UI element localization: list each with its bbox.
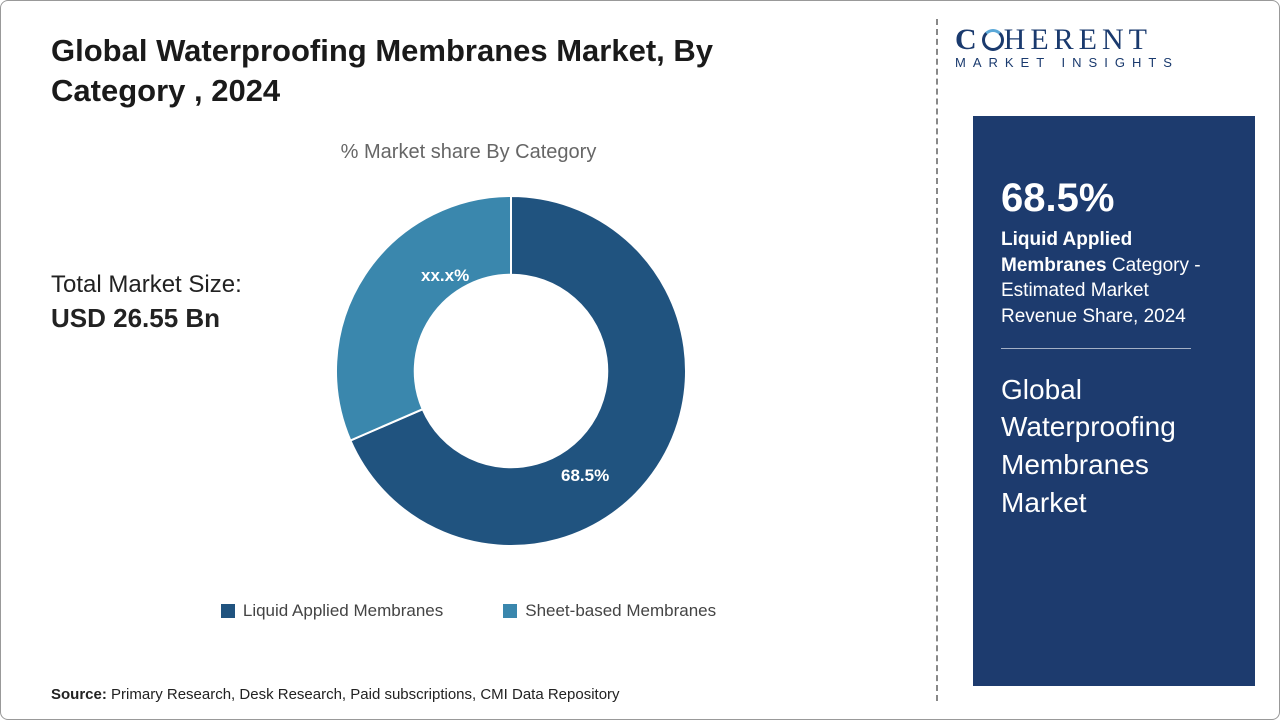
donut-svg [321,181,701,561]
page-title: Global Waterproofing Membranes Market, B… [51,31,751,112]
vertical-divider [936,19,938,701]
legend-item: Liquid Applied Membranes [221,601,443,621]
market-size-label: Total Market Size: [51,271,242,299]
logo-subline: MARKET INSIGHTS [955,55,1255,70]
highlight-panel: 68.5% Liquid Applied Membranes Category … [973,116,1255,686]
highlight-divider [1001,348,1191,349]
legend-swatch-icon [221,604,235,618]
market-size-block: Total Market Size: USD 26.55 Bn [51,271,242,334]
logo-ring-icon [982,29,1004,51]
logo-text: CHERENT [955,23,1255,57]
highlight-title: Global Waterproofing Membranes Market [1001,371,1227,522]
brand-logo: CHERENT MARKET INSIGHTS [955,23,1255,70]
chart-subtitle: % Market share By Category [1,141,936,164]
highlight-description: Liquid Applied Membranes Category - Esti… [1001,227,1227,330]
legend-text: Sheet-based Membranes [525,601,716,621]
source-text: Primary Research, Desk Research, Paid su… [111,686,620,703]
legend-text: Liquid Applied Membranes [243,601,443,621]
slice-label-primary: 68.5% [561,466,609,486]
source-prefix: Source: [51,686,107,703]
legend-swatch-icon [503,604,517,618]
main-area: Global Waterproofing Membranes Market, B… [1,1,936,721]
slice-label-secondary: xx.x% [421,266,469,286]
source-line: Source: Primary Research, Desk Research,… [51,686,620,703]
legend-item: Sheet-based Membranes [503,601,716,621]
chart-legend: Liquid Applied Membranes Sheet-based Mem… [1,601,936,621]
highlight-percent: 68.5% [1001,176,1227,221]
donut-chart: 68.5% xx.x% [321,181,701,561]
market-size-value: USD 26.55 Bn [51,303,242,334]
